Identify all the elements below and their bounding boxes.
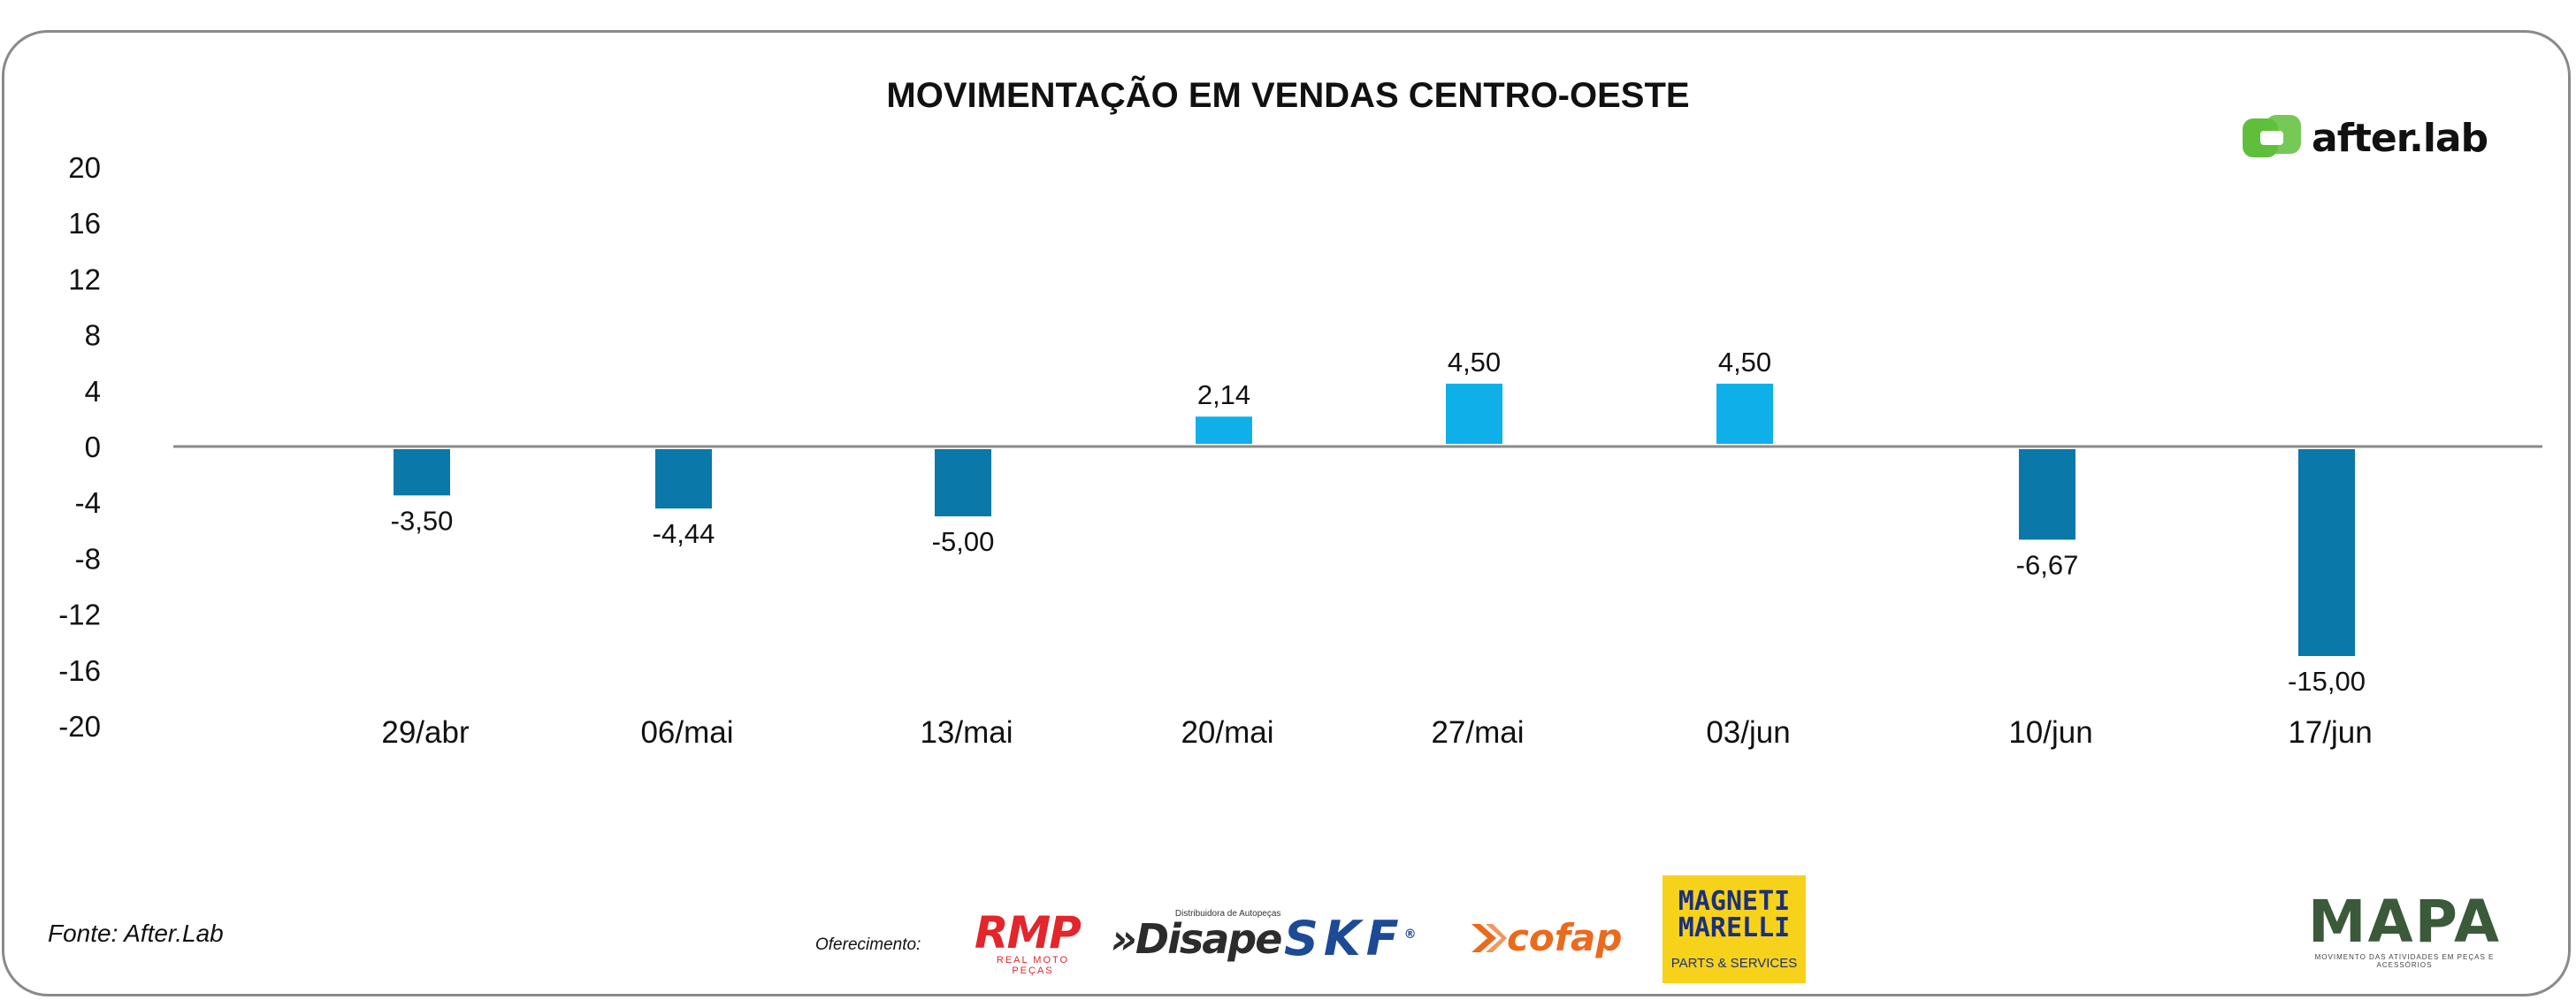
x-tick-label: 03/jun [1706, 715, 1790, 750]
data-label: 4,50 [1718, 347, 1771, 378]
y-tick-label: -4 [75, 486, 101, 519]
x-axis: 29/abr 06/mai 13/mai 20/mai 27/mai 03/jun 10/j… [381, 715, 2372, 750]
source-note: Fonte: After.Lab [48, 920, 224, 947]
bar-29/abr [394, 449, 450, 496]
disape-logo: Distribuidora de Autopeças »Disape [1111, 909, 1282, 963]
disape-name: »Disape [1111, 915, 1282, 963]
x-tick-label: 20/mai [1181, 715, 1273, 750]
y-tick-label: 4 [85, 375, 101, 408]
cofap-name: cofap [1507, 916, 1623, 959]
mapa-name: MAPA [2307, 888, 2502, 956]
bar-06/mai [655, 449, 712, 509]
magneti-marelli-logo: MAGNETI MARELLI PARTS & SERVICES [1663, 875, 1806, 983]
cofap-logo: cofap [1468, 916, 1622, 959]
chart-frame [2, 30, 2571, 996]
after-lab-logo: after.lab [2241, 111, 2488, 164]
rmp-name: RMP [975, 907, 1082, 958]
skf-registered-mark: ® [1403, 927, 1417, 942]
sponsor-label: Oferecimento: [815, 935, 921, 954]
data-labels: -3,50 -4,44 -5,00 2,14 4,50 4,50 -6,67 -15,00 [391, 347, 2366, 697]
y-axis: 20 16 12 8 4 0 -4 -8 -12 -16 -20 [58, 151, 101, 743]
rmp-tagline: REAL MOTO PEÇAS [996, 955, 1070, 976]
y-tick-label: -16 [58, 654, 101, 687]
cofap-icon [1471, 923, 1507, 952]
data-label: -5,00 [932, 526, 995, 557]
y-tick-label: 8 [85, 319, 101, 352]
mapa-logo: MAPA MOVIMENTO DAS ATIVIDADES EM PEÇAS E… [2305, 888, 2504, 970]
bar-20/mai [1196, 416, 1252, 444]
after-lab-icon [2243, 115, 2301, 157]
data-label: -3,50 [391, 505, 454, 536]
data-label: -15,00 [2288, 666, 2366, 697]
y-tick-label: 12 [68, 263, 101, 295]
y-tick-label: 0 [85, 431, 101, 463]
x-tick-label: 06/mai [640, 715, 733, 750]
chart-title: MOVIMENTAÇÃO EM VENDAS CENTRO-OESTE [886, 76, 1690, 115]
x-tick-label: 29/abr [381, 715, 470, 750]
magneti-marelli-tagline: PARTS & SERVICES [1670, 955, 1798, 971]
y-tick-label: 16 [68, 207, 101, 240]
data-label: -4,44 [653, 518, 715, 549]
bar-series [394, 383, 2355, 656]
magneti-marelli-name: MAGNETI MARELLI [1678, 885, 1791, 943]
y-tick-label: 20 [68, 151, 101, 184]
x-tick-label: 17/jun [2288, 715, 2372, 750]
skf-logo: SKF® [1284, 911, 1417, 966]
y-tick-label: -20 [58, 710, 101, 743]
after-lab-name: after.lab [2312, 115, 2488, 161]
rmp-logo: RMP REAL MOTO PEÇAS [975, 911, 1091, 976]
bar-03/jun [1716, 383, 1773, 444]
x-tick-label: 13/mai [920, 715, 1013, 750]
bar-17/jun [2298, 449, 2355, 656]
x-tick-label: 27/mai [1431, 715, 1524, 750]
y-tick-label: -12 [58, 599, 101, 631]
bar-10/jun [2019, 449, 2075, 540]
skf-name: SKF [1284, 911, 1404, 966]
bar-27/mai [1446, 383, 1502, 444]
y-tick-label: -8 [75, 542, 101, 575]
data-label: 4,50 [1448, 347, 1501, 378]
x-tick-label: 10/jun [2008, 715, 2092, 750]
disape-tagline: Distribuidora de Autopeças [1174, 909, 1281, 919]
data-label: -6,67 [2016, 549, 2079, 580]
bar-13/mai [935, 449, 991, 516]
data-label: 2,14 [1197, 379, 1250, 410]
mapa-tagline: MOVIMENTO DAS ATIVIDADES EM PEÇAS E ACES… [2314, 953, 2495, 969]
